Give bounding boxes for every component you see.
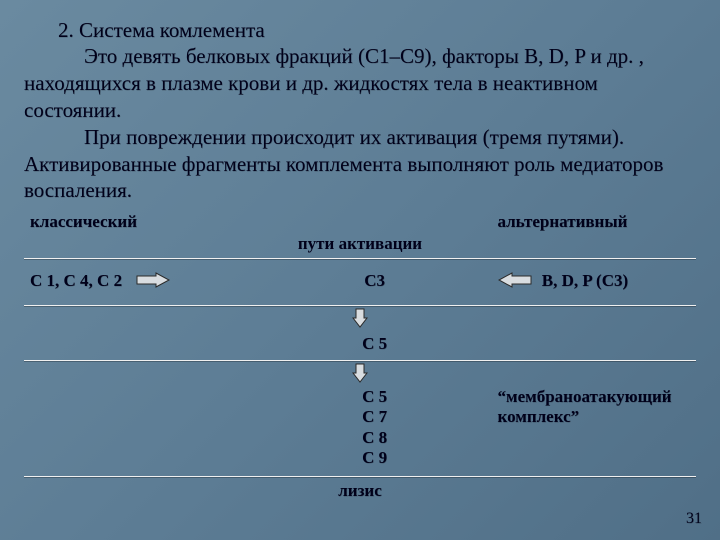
arrow-right-icon [136,272,170,293]
row3-center-stack: С 5 С 7 С 8 С 9 [258,385,492,471]
arrow-left-icon [498,272,532,293]
row-3: С 5 С 7 С 8 С 9 “мембраноатакующий компл… [24,385,696,475]
lysis-text: лизис [24,479,696,501]
paragraph-2-text: При повреждении происходит их активация … [24,125,663,203]
header-classical: классический [24,210,258,234]
slide-title: 2. Система комлемента [24,18,696,43]
row1-left-text: С 1, С 4, С 2 [30,271,122,290]
slide-root: 2. Система комлемента Это девять белковы… [0,0,720,540]
arrow-down-1 [24,308,696,328]
rule-1 [24,258,696,259]
row3-line-2: С 8 [264,428,486,448]
row1-center-text: С3 [258,269,492,293]
paragraph-2: При повреждении происходит их активация … [24,124,696,205]
rule-4 [24,476,696,477]
row1-left-cell: С 1, С 4, С 2 [24,269,258,295]
row-2: С 5 [24,330,696,358]
header-alternative: альтернативный [492,210,720,234]
row1-right-cell: B, D, P (С3) [492,269,720,295]
rule-3 [24,360,696,361]
header-pathways: пути активации [24,234,696,256]
paragraph-1: Это девять белковых фракций (С1–С9), фак… [24,43,696,124]
row2-center-text: С 5 [258,332,492,356]
row1-right-text: B, D, P (С3) [542,271,628,290]
pathway-header-row: классический альтернативный [24,210,696,234]
arrow-down-2 [24,363,696,383]
row3-line-1: С 7 [264,407,486,427]
page-number: 31 [686,510,702,528]
rule-2 [24,305,696,306]
row3-line-3: С 9 [264,448,486,468]
paragraph-1-text: Это девять белковых фракций (С1–С9), фак… [24,44,644,122]
row-1: С 1, С 4, С 2 С3 B, D, P (С3) [24,261,696,303]
row3-line-0: С 5 [264,387,486,407]
row3-right-text: “мембраноатакующий комплекс” [492,385,720,430]
